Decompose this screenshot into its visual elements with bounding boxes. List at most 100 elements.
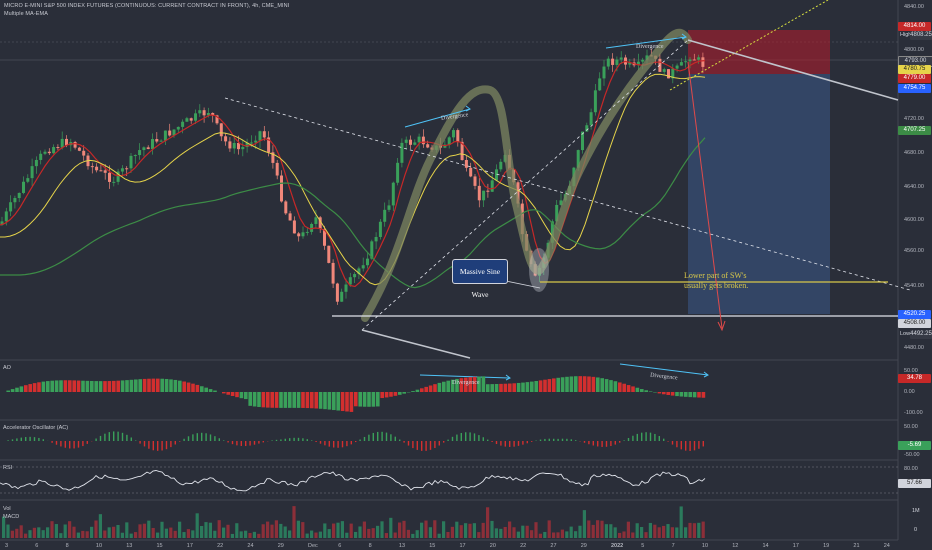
ac-bar bbox=[20, 437, 22, 441]
volume-bar bbox=[591, 524, 595, 538]
ao-bar bbox=[239, 392, 244, 399]
volume-bar bbox=[274, 520, 278, 538]
ao-bar bbox=[477, 376, 481, 392]
volume-bar bbox=[160, 521, 164, 538]
time-axis-tick: 3 bbox=[5, 543, 8, 549]
ao-bar bbox=[107, 381, 112, 392]
candle-body bbox=[348, 277, 352, 285]
ao-axis-tick: 0.00 bbox=[904, 389, 915, 395]
ac-bar bbox=[377, 431, 379, 441]
candle-body bbox=[619, 57, 623, 60]
ao-bar bbox=[28, 384, 32, 392]
ao-bar bbox=[156, 378, 160, 392]
candle-body bbox=[335, 283, 339, 302]
volume-bar bbox=[644, 532, 648, 538]
volume-bar bbox=[204, 522, 208, 538]
ao-bar bbox=[578, 376, 582, 392]
ao-bar bbox=[248, 392, 252, 406]
ac-bar bbox=[245, 441, 247, 447]
volume-bar bbox=[437, 533, 441, 538]
volume-bar bbox=[613, 527, 617, 538]
price-tag-4754: 4754.75 bbox=[898, 84, 931, 93]
time-axis-tick: 15 bbox=[157, 543, 163, 549]
candle-body bbox=[426, 144, 430, 148]
ao-bar bbox=[459, 378, 464, 392]
high-label: High bbox=[900, 32, 912, 38]
ao-bar bbox=[560, 377, 565, 392]
candle-body bbox=[206, 112, 210, 116]
ac-bar bbox=[434, 441, 436, 449]
ao-bar bbox=[618, 382, 622, 392]
time-axis-tick: 17 bbox=[460, 543, 466, 549]
ac-bar bbox=[174, 441, 176, 445]
volume-bar bbox=[59, 533, 63, 538]
volume-bar bbox=[481, 522, 485, 538]
ao-bar bbox=[6, 390, 10, 392]
ao-bar bbox=[503, 383, 508, 392]
ac-bar bbox=[539, 439, 542, 441]
volume-bar bbox=[508, 521, 512, 538]
volume-bar bbox=[406, 529, 410, 538]
ao-bar bbox=[587, 376, 591, 392]
ao-bar bbox=[160, 378, 164, 392]
candle-body bbox=[159, 140, 163, 142]
candle-body bbox=[692, 59, 696, 61]
time-axis-tick: 13 bbox=[399, 543, 405, 549]
candle-body bbox=[701, 57, 705, 67]
candle-body bbox=[9, 202, 13, 212]
volume-bar bbox=[433, 520, 437, 538]
candle-body bbox=[26, 178, 30, 182]
volume-bar bbox=[358, 526, 362, 538]
candle-body bbox=[469, 167, 473, 177]
ac-bar bbox=[121, 432, 124, 441]
ao-bar bbox=[235, 392, 239, 398]
volume-bar bbox=[446, 531, 450, 538]
ac-bar bbox=[170, 441, 172, 448]
volume-bar bbox=[54, 524, 58, 538]
candle-body bbox=[34, 159, 38, 167]
volume-bar bbox=[424, 520, 428, 538]
volume-bar bbox=[94, 520, 98, 538]
ac-bar bbox=[605, 441, 608, 447]
ac-bar bbox=[372, 432, 374, 441]
ac-bar bbox=[645, 432, 647, 441]
candle-body bbox=[305, 231, 309, 233]
candle-body bbox=[176, 126, 180, 130]
candle-body bbox=[499, 161, 503, 170]
volume-bar bbox=[63, 524, 67, 538]
volume-bar bbox=[556, 532, 560, 538]
volume-bar bbox=[248, 533, 252, 538]
ao-bar bbox=[125, 380, 129, 392]
ac-bar bbox=[33, 437, 36, 441]
ac-bar bbox=[117, 431, 119, 441]
ao-bar bbox=[305, 392, 310, 409]
ao-bar bbox=[609, 380, 613, 392]
ao-bar bbox=[336, 392, 340, 411]
volume-bar bbox=[503, 526, 507, 538]
ac-bar bbox=[676, 441, 678, 448]
volume-bar bbox=[411, 533, 415, 538]
vol-value-label: 1M bbox=[912, 508, 920, 514]
ma-green-line bbox=[0, 137, 706, 289]
ao-bar bbox=[358, 392, 362, 407]
time-axis-tick: 27 bbox=[550, 543, 556, 549]
ac-bar bbox=[73, 441, 75, 449]
candle-body bbox=[679, 62, 683, 66]
ascending-trendline bbox=[361, 39, 689, 331]
volume-bar bbox=[195, 513, 199, 538]
candle-body bbox=[249, 142, 253, 144]
callout-pointer bbox=[505, 280, 541, 289]
ao-bar bbox=[582, 376, 587, 392]
ao-bar bbox=[437, 382, 442, 392]
lower-part-note-2: usually gets broken. bbox=[684, 281, 749, 290]
ac-bar bbox=[179, 441, 181, 442]
divergence-line-price-1 bbox=[404, 108, 471, 128]
candle-body bbox=[4, 211, 8, 222]
volume-bar bbox=[327, 529, 331, 538]
candle-body bbox=[77, 147, 81, 151]
ac-bar bbox=[482, 437, 484, 441]
ao-bar bbox=[380, 392, 384, 399]
ac-bar bbox=[649, 432, 652, 441]
volume-bar bbox=[376, 525, 380, 538]
